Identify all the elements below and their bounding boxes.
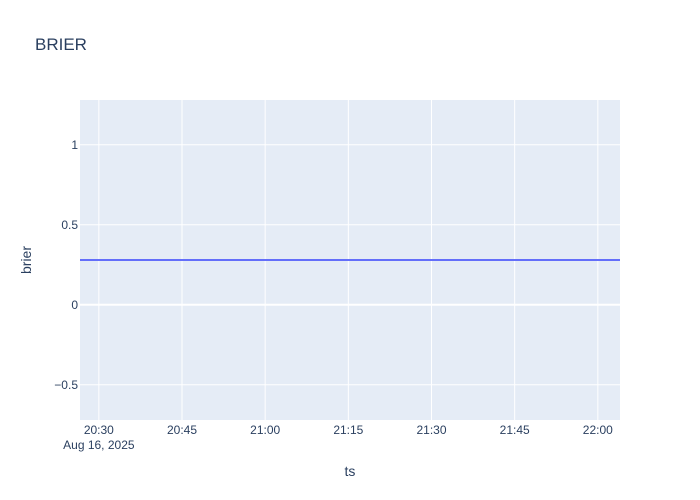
x-tick-label: 21:00 [250,423,280,437]
x-tick-label: 21:30 [416,423,446,437]
y-tick-label: 0 [71,298,78,312]
x-tick-label: 21:45 [500,423,530,437]
x-axis-title: ts [345,463,356,479]
x-tick-label: 20:45 [167,423,197,437]
y-tick-label: 0.5 [61,218,78,232]
x-tick-date-label: Aug 16, 2025 [63,438,135,452]
x-tick-label: 21:15 [333,423,363,437]
y-tick-label: 1 [71,138,78,152]
x-tick-label: 20:30 [84,423,114,437]
y-axis-title: brier [18,246,34,274]
x-tick-label: 22:00 [583,423,613,437]
y-tick-label: −0.5 [54,378,78,392]
chart-title: BRIER [35,35,87,54]
